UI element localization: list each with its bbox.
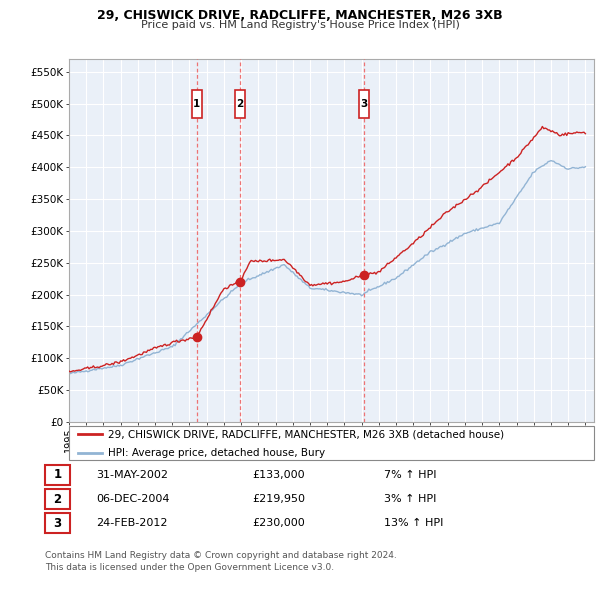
Bar [359, 90, 369, 117]
Text: 7% ↑ HPI: 7% ↑ HPI [384, 470, 437, 480]
Text: 2: 2 [53, 493, 62, 506]
Text: £230,000: £230,000 [252, 519, 305, 528]
Text: 2: 2 [236, 99, 244, 109]
Bar [192, 90, 202, 117]
Text: 13% ↑ HPI: 13% ↑ HPI [384, 519, 443, 528]
Text: 3% ↑ HPI: 3% ↑ HPI [384, 494, 436, 504]
Text: £133,000: £133,000 [252, 470, 305, 480]
Text: £219,950: £219,950 [252, 494, 305, 504]
Bar [235, 90, 245, 117]
Text: 1: 1 [53, 468, 62, 481]
Text: Price paid vs. HM Land Registry's House Price Index (HPI): Price paid vs. HM Land Registry's House … [140, 20, 460, 30]
Text: Contains HM Land Registry data © Crown copyright and database right 2024.
This d: Contains HM Land Registry data © Crown c… [45, 551, 397, 572]
Text: 1: 1 [193, 99, 200, 109]
Text: 31-MAY-2002: 31-MAY-2002 [96, 470, 168, 480]
Text: 24-FEB-2012: 24-FEB-2012 [96, 519, 167, 528]
Text: 29, CHISWICK DRIVE, RADCLIFFE, MANCHESTER, M26 3XB (detached house): 29, CHISWICK DRIVE, RADCLIFFE, MANCHESTE… [108, 430, 504, 439]
Text: HPI: Average price, detached house, Bury: HPI: Average price, detached house, Bury [108, 448, 325, 458]
Text: 29, CHISWICK DRIVE, RADCLIFFE, MANCHESTER, M26 3XB: 29, CHISWICK DRIVE, RADCLIFFE, MANCHESTE… [97, 9, 503, 22]
Text: 3: 3 [361, 99, 368, 109]
Text: 3: 3 [53, 517, 62, 530]
Text: 06-DEC-2004: 06-DEC-2004 [96, 494, 170, 504]
